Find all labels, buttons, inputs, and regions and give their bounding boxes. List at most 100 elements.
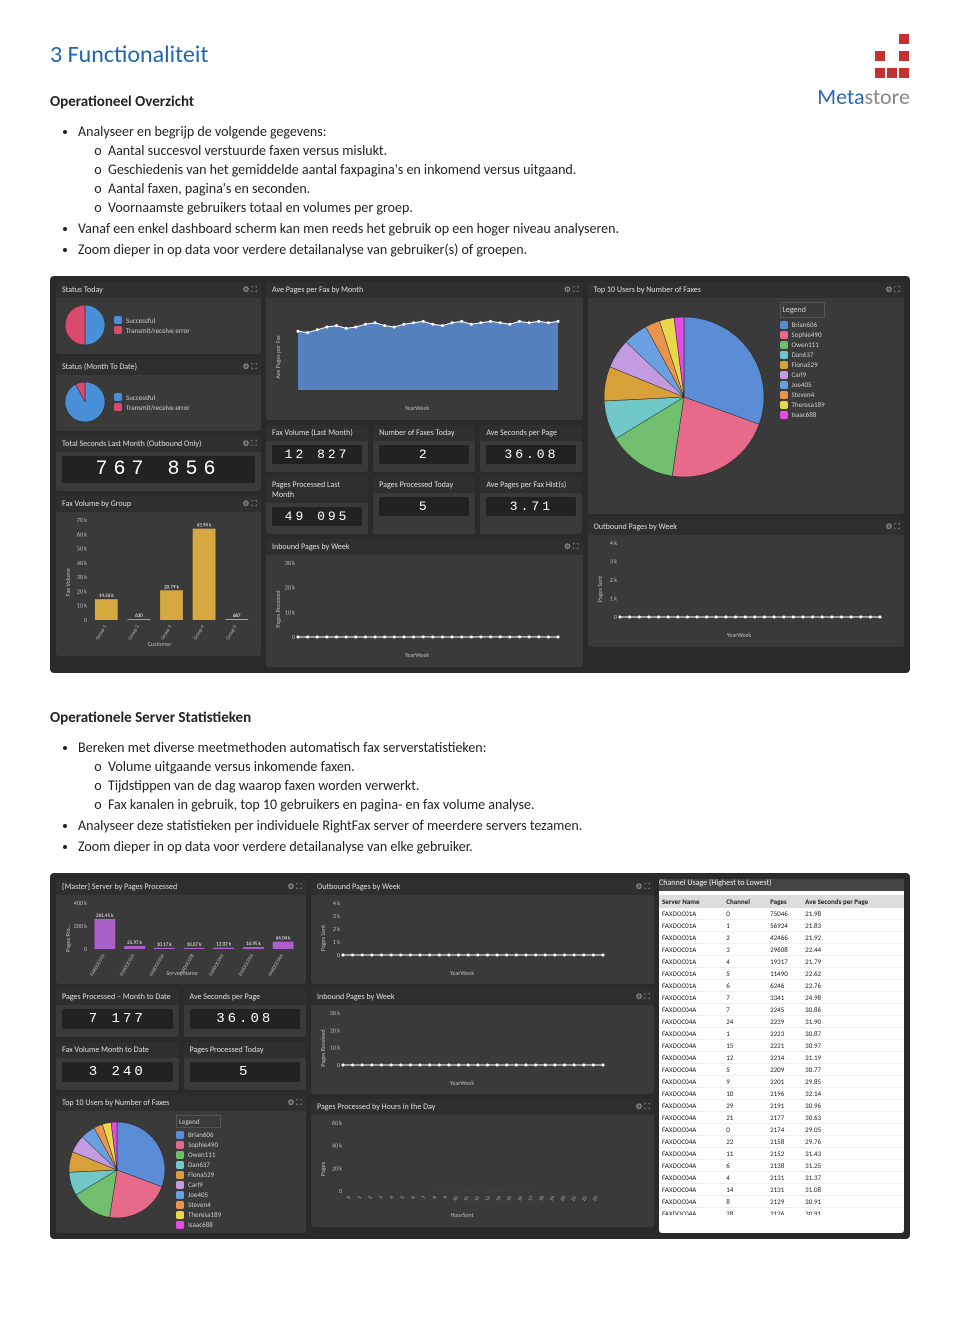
gear-icon[interactable]: ⚙ ⛶	[242, 439, 257, 449]
gear-icon[interactable]: ⚙ ⛶	[287, 1098, 302, 1108]
table-row[interactable]: FAXDOC04A5220930.77	[659, 1064, 904, 1076]
svg-text:10 k: 10 k	[285, 608, 295, 616]
logo-icon	[874, 32, 910, 83]
panel-title: Inbound Pages by Week	[266, 539, 583, 555]
panel-title: Top 10 Users by Number of Faxes	[56, 1095, 306, 1111]
panel-title: Fax Volume (Last Month)	[266, 425, 368, 441]
legend-item: Carl9	[176, 1180, 221, 1189]
table-row[interactable]: FAXDOC01A24246621.92	[659, 932, 904, 944]
gear-icon[interactable]: ⚙ ⛶	[885, 522, 900, 532]
table-row[interactable]: FAXDOC04A22215829.76	[659, 1136, 904, 1148]
svg-text:63.94 k: 63.94 k	[197, 523, 213, 529]
svg-text:Pages Pro…: Pages Pro…	[64, 924, 72, 952]
gear-icon[interactable]: ⚙ ⛶	[635, 992, 650, 1002]
table-row[interactable]: FAXDOC04A8212930.91	[659, 1196, 904, 1208]
svg-text:19: 19	[549, 1195, 557, 1203]
legend-item: Joe405	[176, 1190, 221, 1199]
svg-text:20 k: 20 k	[285, 584, 295, 592]
dashboard-1: Status Today⚙ ⛶ SuccessfulTransmit/recei…	[50, 276, 910, 673]
panel-avg-pages-month: Ave Pages per Fax by Month⚙ ⛶ Ave Pages …	[266, 282, 583, 420]
table-row[interactable]: FAXDOC04A24223931.90	[659, 1016, 904, 1028]
panel-total-seconds: Total Seconds Last Month (Outbound Only)…	[56, 436, 261, 491]
heading-operationeel-overzicht: Operationeel Overzicht	[50, 93, 910, 111]
table-row[interactable]: FAXDOC04A6213831.25	[659, 1160, 904, 1172]
svg-text:60 k: 60 k	[77, 530, 87, 538]
panel-status-mtd: Status (Month To Date)⚙ ⛶ SuccessfulTran…	[56, 359, 261, 431]
svg-text:400 k: 400 k	[74, 899, 87, 907]
svg-text:Group 3: Group 3	[160, 624, 174, 642]
svg-text:20 k: 20 k	[330, 1026, 340, 1034]
list-item: Analyseer deze statistieken per individu…	[78, 817, 910, 834]
svg-text:30 k: 30 k	[330, 1009, 340, 1017]
gear-icon[interactable]: ⚙ ⛶	[564, 542, 579, 552]
svg-text:1 k: 1 k	[333, 938, 340, 946]
gear-icon[interactable]: ⚙ ⛶	[242, 285, 257, 295]
list-item: Zoom dieper in op data voor verdere deta…	[78, 241, 910, 258]
table-row[interactable]: FAXDOC01A7334124.98	[659, 992, 904, 1004]
metric-value: 36.08	[190, 1009, 301, 1029]
table-row[interactable]: FAXDOC04A14213131.08	[659, 1184, 904, 1196]
gear-icon[interactable]: ⚙ ⛶	[635, 1102, 650, 1112]
bullet-list-2: Bereken met diverse meetmethoden automat…	[78, 739, 910, 855]
panel-pages-today: Pages Processed Today5	[184, 1042, 307, 1090]
panel-inbound-week: Inbound Pages by Week⚙ ⛶ 010 k20 k30 kPa…	[266, 539, 583, 667]
table-row[interactable]: FAXDOC01A6624622.76	[659, 980, 904, 992]
svg-text:Customer: Customer	[148, 640, 172, 648]
legend-item: Isaac688	[176, 1220, 221, 1229]
gear-icon[interactable]: ⚙ ⛶	[885, 285, 900, 295]
table-row[interactable]: FAXDOC04A11215231.43	[659, 1148, 904, 1160]
list-subitem: Aantal faxen, pagina's en seconden.	[108, 180, 910, 197]
table-header: Channel	[723, 895, 767, 908]
gear-icon[interactable]: ⚙ ⛶	[635, 882, 650, 892]
table-row[interactable]: FAXDOC01A41931721.79	[659, 956, 904, 968]
panel-title: Pages Processed – Month to Date	[56, 989, 179, 1005]
legend-item: Dan637	[780, 350, 825, 359]
svg-text:Pages: Pages	[319, 1161, 327, 1176]
table-row[interactable]: FAXDOC01A32960822.44	[659, 944, 904, 956]
table-row[interactable]: FAXDOC01A07504621.98	[659, 908, 904, 920]
table-row[interactable]: FAXDOC04A7224530.86	[659, 1004, 904, 1016]
table-row[interactable]: FAXDOC04A15222130.97	[659, 1040, 904, 1052]
svg-text:13: 13	[484, 1195, 492, 1203]
legend-item: Successful	[114, 316, 190, 325]
svg-text:5: 5	[399, 1195, 406, 1201]
gear-icon[interactable]: ⚙ ⛶	[564, 285, 579, 295]
panel-title: Outbound Pages by Week	[311, 879, 654, 895]
svg-text:40 k: 40 k	[332, 1142, 342, 1150]
legend-item: Brian606	[176, 1130, 221, 1139]
list-subitem: Aantal succesvol verstuurde faxen versus…	[108, 142, 910, 159]
panel-pages-by-hour: Pages Processed by Hours in the Day⚙ ⛶ 0…	[311, 1099, 654, 1227]
svg-text:687: 687	[233, 613, 241, 619]
metric-value: 767 856	[62, 456, 255, 483]
table-row[interactable]: FAXDOC04A12221431.19	[659, 1052, 904, 1064]
table-row[interactable]: FAXDOC01A15692421.83	[659, 920, 904, 932]
table-row[interactable]: FAXDOC04A9220129.85	[659, 1076, 904, 1088]
table-row[interactable]: FAXDOC04A29219130.96	[659, 1100, 904, 1112]
legend-item: Brian606	[780, 320, 825, 329]
svg-text:30 k: 30 k	[77, 573, 87, 581]
legend-item: Owen111	[176, 1150, 221, 1159]
svg-text:3 k: 3 k	[609, 558, 616, 566]
svg-text:0: 0	[337, 951, 340, 959]
gear-icon[interactable]: ⚙ ⛶	[242, 362, 257, 372]
legend-item: Steven4	[780, 390, 825, 399]
svg-text:FAXDOC06A: FAXDOC06A	[267, 953, 285, 977]
svg-text:10.17 k: 10.17 k	[157, 942, 173, 948]
table-row[interactable]: FAXDOC04A21217730.63	[659, 1112, 904, 1124]
table-row[interactable]: FAXDOC01A51149022.62	[659, 968, 904, 980]
svg-text:0: 0	[292, 633, 295, 641]
table-row[interactable]: FAXDOC04A1222330.87	[659, 1028, 904, 1040]
panel-title: Ave Seconds per Page	[480, 425, 582, 441]
table-row[interactable]: FAXDOC04A10219632.14	[659, 1088, 904, 1100]
legend-item: Carl9	[780, 370, 825, 379]
panel-title: Top 10 Users by Number of Faxes	[588, 282, 905, 298]
table-row[interactable]: FAXDOC04A4213131.37	[659, 1172, 904, 1184]
svg-text:4: 4	[389, 1195, 396, 1201]
gear-icon[interactable]: ⚙ ⛶	[242, 499, 257, 509]
svg-text:Pages Sent: Pages Sent	[319, 925, 327, 951]
table-row[interactable]: FAXDOC04A0217429.05	[659, 1124, 904, 1136]
list-item: Vanaf een enkel dashboard scherm kan men…	[78, 220, 910, 237]
svg-text:YearWeek: YearWeek	[450, 1079, 475, 1087]
gear-icon[interactable]: ⚙ ⛶	[287, 882, 302, 892]
table-row[interactable]: FAXDOC04A28212630.91	[659, 1208, 904, 1216]
